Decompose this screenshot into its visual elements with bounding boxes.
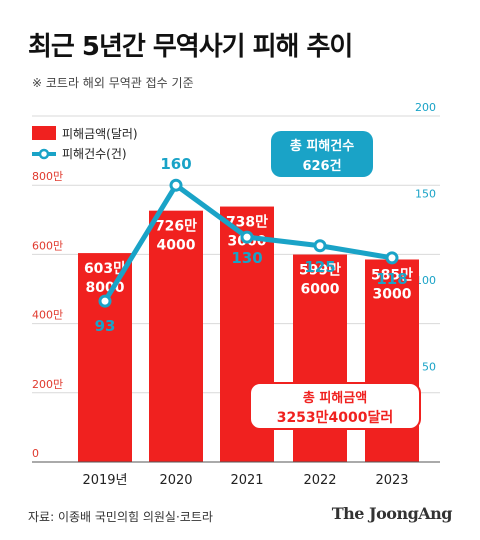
- bar-data-label: 3000: [373, 286, 412, 302]
- category-label: 2023: [375, 473, 408, 488]
- right-axis-tick-label: 100: [415, 274, 436, 287]
- total-amount-value: 3253만4000달러: [277, 410, 394, 426]
- line-data-label: 160: [160, 155, 191, 173]
- legend-swatch-point: [38, 148, 50, 160]
- bar-data-label: 603만: [84, 261, 126, 277]
- bar-data-label: 4000: [157, 238, 196, 254]
- bar: [78, 253, 132, 462]
- line-data-label: 93: [95, 317, 116, 335]
- total-count-label: 총 피해건수: [290, 138, 354, 154]
- source-note: 자료: 이종배 국민의힘 의원실·코트라: [28, 510, 213, 524]
- line-point: [313, 239, 327, 253]
- category-label: 2022: [303, 473, 336, 488]
- bar-data-label: 6000: [301, 282, 340, 298]
- total-amount-box: [249, 382, 421, 430]
- category-label: 2020: [159, 473, 192, 488]
- category-label: 2021: [230, 473, 263, 488]
- left-axis-tick-label: 200만: [32, 378, 63, 391]
- legend-label: 피해금액(달러): [62, 127, 138, 141]
- right-axis-tick-label: 150: [415, 188, 436, 201]
- total-count-value: 626건: [302, 158, 341, 174]
- category-label: 2019년: [82, 473, 127, 488]
- left-axis-tick-label: 400만: [32, 309, 63, 322]
- left-axis-tick-label: 0: [32, 447, 39, 460]
- left-axis-tick-label: 600만: [32, 239, 63, 252]
- line-data-label: 118: [376, 270, 407, 288]
- bar-data-label: 585만: [371, 267, 413, 283]
- legend-label: 피해건수(건): [62, 147, 127, 161]
- line-point: [240, 230, 254, 244]
- right-axis-tick-label: 50: [422, 361, 436, 374]
- left-axis-tick-label: 800만: [32, 170, 63, 183]
- right-axis-tick-label: 200: [415, 101, 436, 114]
- bar-data-label: 726만: [155, 219, 197, 235]
- line-data-label: 125: [304, 258, 335, 276]
- page-title: 최근 5년간 무역사기 피해 추이: [28, 32, 353, 62]
- line-point: [169, 178, 183, 192]
- line-data-label: 130: [231, 249, 262, 267]
- subtitle: ※ 코트라 해외 무역관 접수 기준: [32, 76, 194, 90]
- total-count-box: [271, 131, 373, 177]
- total-amount-label: 총 피해금액: [303, 390, 367, 406]
- legend-swatch-bar: [32, 126, 56, 140]
- brand-logo: The JoongAng: [331, 504, 453, 523]
- line-point: [385, 251, 399, 265]
- bar-data-label: 599만: [299, 263, 341, 279]
- line-point: [98, 294, 112, 308]
- bar: [149, 210, 203, 462]
